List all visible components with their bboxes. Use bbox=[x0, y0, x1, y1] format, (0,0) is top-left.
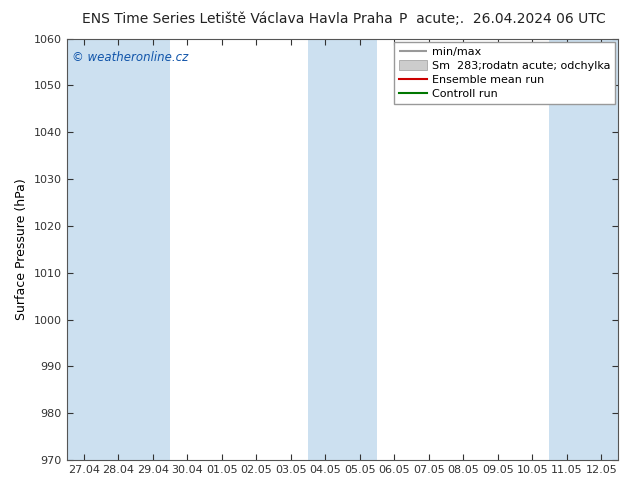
Bar bbox=[308, 39, 342, 460]
Text: ENS Time Series Letiště Václava Havla Praha: ENS Time Series Letiště Václava Havla Pr… bbox=[82, 12, 393, 26]
Text: P  acute;.  26.04.2024 06 UTC: P acute;. 26.04.2024 06 UTC bbox=[399, 12, 606, 26]
Y-axis label: Surface Pressure (hPa): Surface Pressure (hPa) bbox=[15, 178, 28, 320]
Bar bbox=[550, 39, 584, 460]
Bar bbox=[342, 39, 377, 460]
Bar bbox=[67, 39, 101, 460]
Bar bbox=[136, 39, 170, 460]
Text: © weatheronline.cz: © weatheronline.cz bbox=[72, 51, 188, 64]
Legend: min/max, Sm  283;rodatn acute; odchylka, Ensemble mean run, Controll run: min/max, Sm 283;rodatn acute; odchylka, … bbox=[394, 42, 615, 104]
Bar bbox=[584, 39, 619, 460]
Bar bbox=[101, 39, 136, 460]
